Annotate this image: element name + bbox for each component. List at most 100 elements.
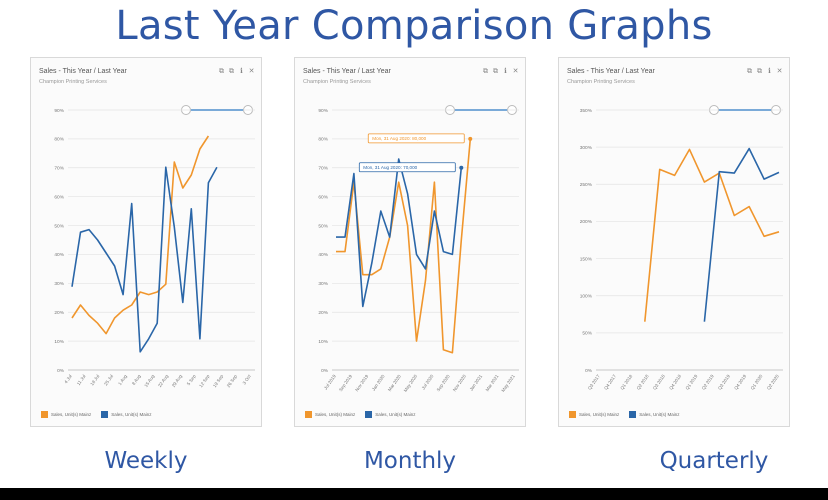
chart-legend: Sales, Unit(s) Mainz Sales, Unit(s) Mainz <box>305 411 416 418</box>
caption-quarterly: Quarterly <box>659 448 769 474</box>
legend-label: Sales, Unit(s) Mainz <box>579 412 620 417</box>
panel-title: Sales - This Year / Last Year <box>303 68 391 75</box>
y-tick-label: 200% <box>580 219 593 225</box>
y-tick-label: 50% <box>582 331 592 337</box>
x-tick-label: Q4 2017 <box>603 373 617 390</box>
x-tick-label: 8 Aug <box>131 373 142 386</box>
caption-monthly: Monthly <box>363 448 457 474</box>
y-tick-label: 20% <box>54 310 64 316</box>
y-tick-label: 250% <box>580 182 593 188</box>
x-tick-label: Jan 2021 <box>469 373 484 391</box>
chart-legend: Sales, Unit(s) Mainz Sales, Unit(s) Mainz <box>41 411 152 418</box>
x-tick-label: 4 Jul <box>63 374 73 385</box>
y-tick-label: 60% <box>318 194 328 200</box>
legend-label: Sales, Unit(s) Mainz <box>51 412 92 417</box>
x-tick-label: May 2020 <box>403 373 419 392</box>
x-tick-label: 3 Oct <box>242 373 253 385</box>
x-tick-label: Sep 2019 <box>338 373 353 392</box>
close-icon[interactable]: ✕ <box>248 68 255 75</box>
legend-item[interactable]: Sales, Unit(s) Mainz <box>305 411 355 418</box>
legend-item[interactable]: Sales, Unit(s) Mainz <box>569 411 619 418</box>
legend-label: Sales, Unit(s) Mainz <box>639 412 680 417</box>
legend-label: Sales, Unit(s) Mainz <box>315 412 356 417</box>
y-tick-label: 40% <box>54 252 64 258</box>
y-tick-label: 20% <box>318 310 328 316</box>
x-tick-label: Q3 2017 <box>587 373 601 390</box>
legend-item[interactable]: Sales, Unit(s) Mainz <box>629 411 680 418</box>
y-tick-label: 90% <box>54 108 64 114</box>
panel-subtitle: Champion Printing Services <box>39 79 107 85</box>
x-tick-label: Q3 2018 <box>652 373 666 390</box>
y-tick-label: 80% <box>54 137 64 143</box>
legend-item[interactable]: Sales, Unit(s) Mainz <box>365 411 416 418</box>
x-tick-label: Q2 2020 <box>766 373 780 390</box>
panel-header: Sales - This Year / Last Year Champion Pr… <box>567 68 783 94</box>
line-chart: 0% 10% 20% 30% 40% 50% 60% 70% 80% 90% 4 Jul 11 Jul… <box>54 108 255 388</box>
chart-legend: Sales, Unit(s) Mainz Sales, Unit(s) Mainz <box>569 411 680 418</box>
x-tick-label: Q1 2019 <box>684 373 698 390</box>
x-tick-label: Jul 2020 <box>421 373 435 390</box>
panel-header: Sales - This Year / Last Year Champion Pr… <box>303 68 519 94</box>
y-tick-label: 300% <box>580 145 593 151</box>
legend-item[interactable]: Sales, Unit(s) Mainz <box>41 411 91 418</box>
y-tick-label: 70% <box>54 166 64 172</box>
legend-swatch <box>365 411 373 418</box>
x-tick-label: 26 Sep <box>226 373 239 388</box>
x-tick-label: Q4 2019 <box>733 373 747 390</box>
window-icon[interactable]: ⧉ <box>757 68 762 75</box>
chart-panel-monthly: Sales - This Year / Last Year Champion Pr… <box>294 57 526 427</box>
y-tick-label: 100% <box>580 294 593 300</box>
info-icon[interactable]: ℹ <box>768 68 771 75</box>
x-tick-label: 15 Aug <box>143 373 155 388</box>
line-chart: 0%50%100%150%200%250%300%350%Q3 2017 Q4 2… <box>580 108 783 391</box>
close-icon[interactable]: ✕ <box>512 68 519 75</box>
y-tick-label: 0% <box>321 368 329 374</box>
panel-title: Sales - This Year / Last Year <box>567 68 655 75</box>
y-tick-label: 40% <box>318 252 328 258</box>
chart-panel-quarterly: Sales - This Year / Last Year Champion Pr… <box>558 57 790 427</box>
window-icon[interactable]: ⧉ <box>747 68 752 75</box>
y-tick-label: 90% <box>318 108 328 114</box>
close-icon[interactable]: ✕ <box>776 68 783 75</box>
y-tick-label: 70% <box>318 166 328 172</box>
legend-swatch <box>569 411 576 418</box>
x-tick-label: Q3 2019 <box>717 373 731 390</box>
series-line-last-year <box>703 147 780 322</box>
series-line-this-year <box>71 135 210 335</box>
chart-panel-weekly: Sales - This Year / Last Year Champion Pr… <box>30 57 262 427</box>
panel-toolbar: ⧉ ⧉ ℹ ✕ <box>746 68 783 75</box>
series-line-this-year <box>644 148 780 322</box>
legend-label: Sales, Unit(s) Mainz <box>375 412 416 417</box>
x-tick-label: 19 Sep <box>212 373 225 388</box>
legend-swatch <box>41 411 48 418</box>
x-tick-label: 1 Aug <box>117 373 128 386</box>
highlight-point <box>459 165 464 170</box>
window-icon[interactable]: ⧉ <box>493 68 498 75</box>
x-tick-label: Jan 2020 <box>371 373 386 391</box>
window-icon[interactable]: ⧉ <box>219 68 224 75</box>
window-icon[interactable]: ⧉ <box>229 68 234 75</box>
y-tick-label: 10% <box>54 339 64 345</box>
y-tick-label: 150% <box>580 256 593 262</box>
window-icon[interactable]: ⧉ <box>483 68 488 75</box>
y-tick-label: 30% <box>318 281 328 287</box>
y-tick-label: 10% <box>318 339 328 345</box>
x-tick-label: 12 Sep <box>198 373 211 388</box>
x-tick-label: 22 Aug <box>157 373 169 388</box>
x-tick-label: Sep 2020 <box>436 373 451 392</box>
legend-item[interactable]: Sales, Unit(s) Mainz <box>101 411 152 418</box>
y-tick-label: 350% <box>580 108 593 114</box>
x-tick-label: Q1 2020 <box>750 373 764 390</box>
x-tick-label: Mar 2021 <box>485 373 500 392</box>
info-icon[interactable]: ℹ <box>240 68 243 75</box>
legend-label: Sales, Unit(s) Mainz <box>111 412 152 417</box>
x-tick-label: 25 Jul <box>103 374 114 387</box>
x-tick-label: 11 Jul <box>76 374 87 386</box>
info-icon[interactable]: ℹ <box>504 68 507 75</box>
y-tick-label: 0% <box>585 368 593 374</box>
panel-toolbar: ⧉ ⧉ ℹ ✕ <box>218 68 255 75</box>
x-tick-label: 18 Jul <box>89 374 100 387</box>
x-tick-label: Nov 2020 <box>452 373 467 392</box>
series-line-last-year <box>336 158 463 308</box>
panel-header: Sales - This Year / Last Year Champion Pr… <box>39 68 255 94</box>
